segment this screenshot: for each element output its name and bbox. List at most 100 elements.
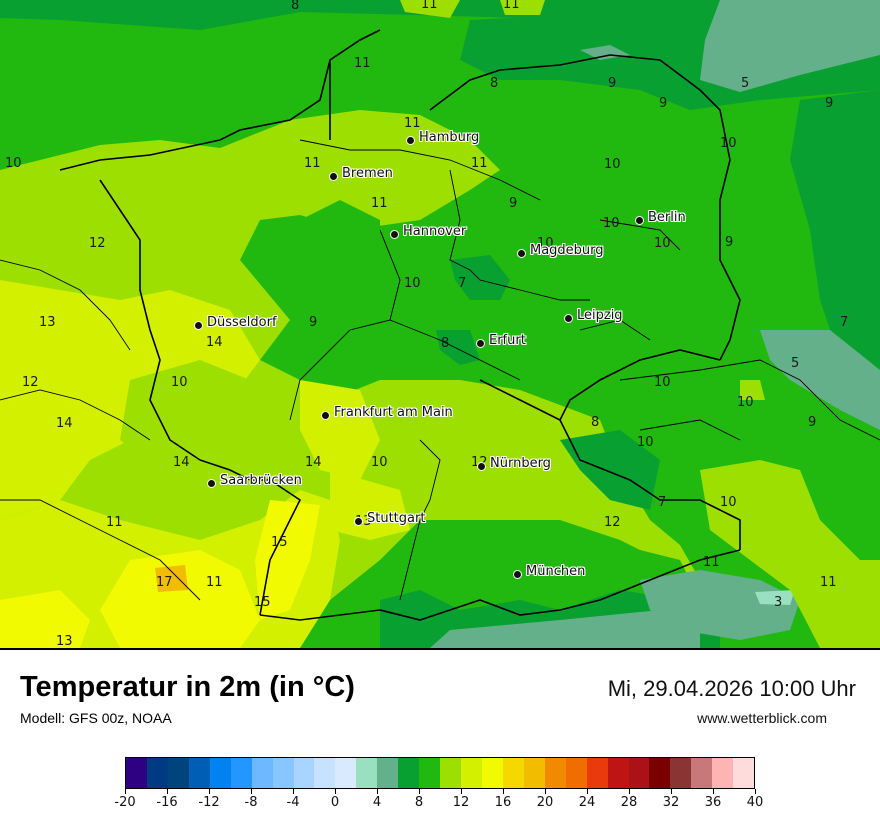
city-label: Leipzig [577, 308, 623, 323]
city-label: Berlin [648, 210, 686, 225]
tick-label: 20 [536, 795, 554, 810]
temperature-value: 11 [354, 56, 371, 71]
temperature-value: 11 [371, 196, 388, 211]
tick-mark [545, 789, 546, 794]
temperature-value: 7 [840, 315, 849, 330]
tick-label: 28 [620, 795, 638, 810]
map-title: Temperatur in 2m (in °C) [20, 671, 355, 703]
color-scale-segment [251, 758, 273, 788]
tick-label: 12 [452, 795, 470, 810]
temperature-value: 9 [608, 76, 617, 91]
tick-mark [419, 789, 420, 794]
city-dot-icon [513, 570, 522, 579]
temperature-value: 8 [291, 0, 300, 13]
color-scale-segment [188, 758, 210, 788]
temperature-value: 14 [173, 455, 190, 470]
temperature-value: 5 [791, 356, 800, 371]
color-scale-segment [670, 758, 692, 788]
city-dot-icon [477, 462, 486, 471]
tick-label: 40 [746, 795, 764, 810]
color-scale-segment [230, 758, 252, 788]
temperature-value: 9 [309, 315, 318, 330]
color-scale-segment [586, 758, 608, 788]
tick-mark [503, 789, 504, 794]
city-label: Stuttgart [367, 511, 426, 526]
temperature-value: 11 [206, 575, 223, 590]
color-scale-ticks: -20 -16 -12 -8 -4 0 4 8 12 16 20 24 28 32 36 40 [114, 789, 763, 819]
color-scale-segment [146, 758, 168, 788]
color-scale-segment [565, 758, 587, 788]
tick-mark [125, 789, 126, 794]
tick-label: 4 [372, 795, 382, 810]
city-dot-icon [329, 172, 338, 181]
color-scale-segment [649, 758, 671, 788]
temperature-value: 10 [404, 276, 421, 291]
color-scale-segment [272, 758, 294, 788]
temperature-value: 3 [774, 595, 783, 610]
tick-label: -16 [156, 795, 178, 810]
temperature-value: 11 [820, 575, 837, 590]
temperature-value: 10 [654, 375, 671, 390]
city-dot-icon [406, 136, 415, 145]
city-label: Magdeburg [530, 243, 604, 258]
temperature-value: 11 [404, 116, 421, 131]
color-scale-segment [733, 758, 755, 788]
color-scale-segment [293, 758, 315, 788]
temperature-value: 12 [22, 375, 39, 390]
color-scale-segment [398, 758, 420, 788]
temperature-value: 17 [156, 575, 173, 590]
tick-mark [587, 789, 588, 794]
temperature-value: 11 [503, 0, 520, 12]
tick-label: 36 [704, 795, 722, 810]
city-dot-icon [207, 479, 216, 488]
tick-mark [251, 789, 252, 794]
color-scale-segment [712, 758, 734, 788]
color-scale-segment [126, 758, 147, 788]
temperature-value: 10 [537, 236, 554, 251]
color-scale-bar [125, 757, 755, 789]
tick-mark [209, 789, 210, 794]
city-label: Saarbrücken [220, 473, 302, 488]
city-dot-icon [635, 216, 644, 225]
city-dot-icon [321, 411, 330, 420]
tick-mark [461, 789, 462, 794]
temperature-value: 15 [254, 595, 271, 610]
temperature-value: 8 [490, 76, 499, 91]
color-scale-segment [167, 758, 189, 788]
color-scale-segment [607, 758, 629, 788]
color-scale-segment [523, 758, 545, 788]
temperature-field [0, 0, 880, 648]
tick-mark [335, 789, 336, 794]
temperature-value: 12 [604, 515, 621, 530]
temperature-value: 11 [304, 156, 321, 171]
temperature-value: 13 [39, 315, 56, 330]
tick-label: 16 [494, 795, 512, 810]
color-scale-segment [628, 758, 650, 788]
city-dot-icon [194, 321, 203, 330]
city-label: München [526, 564, 586, 579]
city-label: Nürnberg [490, 456, 551, 471]
temperature-value: 15 [271, 535, 288, 550]
color-scale-segment [544, 758, 566, 788]
temperature-value: 10 [720, 136, 737, 151]
tick-label: 32 [662, 795, 680, 810]
temperature-value: 7 [658, 495, 667, 510]
temperature-value: 10 [604, 157, 621, 172]
color-scale-segment [502, 758, 524, 788]
city-label: Düsseldorf [207, 315, 277, 330]
city-dot-icon [564, 314, 573, 323]
temperature-value: 10 [5, 156, 22, 171]
tick-mark [713, 789, 714, 794]
temperature-value: 13 [56, 634, 73, 649]
tick-mark [167, 789, 168, 794]
tick-mark [377, 789, 378, 794]
tick-label: -8 [244, 795, 258, 810]
color-scale-segment [440, 758, 461, 788]
forecast-datetime: Mi, 29.04.2026 10:00 Uhr [607, 676, 856, 701]
temperature-value: 10 [603, 216, 620, 231]
temperature-value: 10 [720, 495, 737, 510]
color-scale-segment [377, 758, 399, 788]
website-link[interactable]: www.wetterblick.com [697, 710, 827, 726]
temperature-value: 9 [725, 235, 734, 250]
color-scale-segment [481, 758, 503, 788]
